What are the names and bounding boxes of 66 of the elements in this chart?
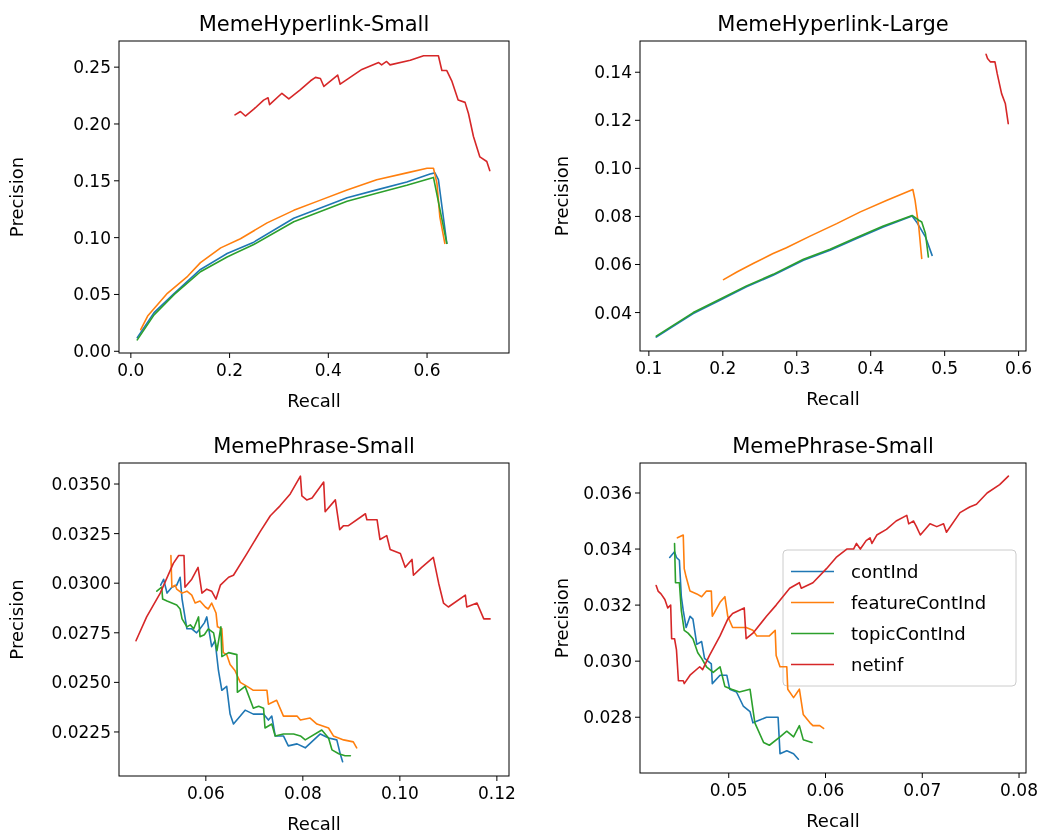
y-tick-label: 0.25 (73, 57, 111, 78)
line-series (676, 534, 825, 730)
x-tick-label: 0.5 (931, 358, 959, 379)
x-axis-title: Recall (806, 810, 860, 831)
chart-title: MemePhrase-Small (732, 434, 934, 458)
x-tick-label: 0.2 (709, 358, 737, 379)
x-tick-label: 0.06 (186, 783, 225, 804)
y-tick-label: 0.0350 (51, 473, 111, 494)
y-tick-label: 0.05 (73, 284, 111, 305)
x-tick-label: 0.0 (117, 360, 145, 381)
x-tick-label: 0.6 (413, 360, 441, 381)
y-axis-title: Precision (551, 155, 572, 237)
y-tick-label: 0.036 (583, 482, 632, 503)
line-series (673, 542, 813, 747)
x-tick-label: 0.1 (635, 358, 663, 379)
x-tick-label: 0.07 (903, 780, 942, 801)
line-series (985, 53, 1010, 125)
x-tick-label: 0.08 (1000, 780, 1038, 801)
legend-label: contInd (851, 560, 919, 582)
x-tick-label: 0.10 (380, 783, 419, 804)
y-tick-label: 0.0275 (51, 622, 111, 643)
x-tick-label: 0.05 (709, 780, 748, 801)
x-tick-label: 0.08 (283, 783, 322, 804)
y-tick-label: 0.0225 (51, 721, 111, 742)
y-tick-label: 0.030 (583, 651, 632, 672)
x-axis-title: Recall (806, 388, 860, 409)
y-tick-label: 0.10 (73, 227, 111, 248)
x-tick-label: 0.12 (477, 783, 516, 804)
x-tick-label: 0.4 (857, 358, 885, 379)
x-tick-label: 0.6 (1005, 358, 1033, 379)
legend-label: featureContInd (851, 591, 987, 613)
y-tick-label: 0.00 (73, 341, 111, 362)
x-axis-title: Recall (287, 390, 341, 411)
x-axis-title: Recall (287, 813, 341, 834)
x-tick-label: 0.2 (216, 360, 244, 381)
y-tick-label: 0.032 (583, 595, 632, 616)
y-tick-label: 0.034 (583, 539, 632, 559)
y-axis-title: Precision (6, 579, 27, 660)
line-series (234, 54, 491, 172)
y-axis-title: Precision (551, 577, 572, 659)
y-tick-label: 0.15 (73, 170, 111, 191)
x-tick-label: 0.4 (314, 360, 342, 381)
y-tick-label: 0.14 (594, 62, 632, 83)
x-tick-label: 0.3 (783, 358, 811, 379)
y-tick-label: 0.08 (594, 206, 632, 227)
y-tick-label: 0.10 (594, 158, 632, 179)
y-tick-label: 0.12 (594, 110, 632, 131)
y-tick-label: 0.0250 (51, 672, 111, 693)
y-axis-title: Precision (6, 156, 27, 238)
legend-label: netinf (851, 653, 904, 675)
line-series (668, 551, 800, 761)
y-tick-label: 0.06 (594, 254, 632, 275)
chart-title: MemePhrase-Small (213, 434, 415, 458)
y-tick-label: 0.0325 (51, 523, 111, 544)
y-tick-label: 0.0300 (51, 573, 111, 594)
chart-title: MemeHyperlink-Small (198, 12, 430, 36)
y-tick-label: 0.20 (73, 113, 111, 134)
x-tick-label: 0.06 (806, 780, 845, 801)
legend-label: topicContInd (851, 622, 966, 644)
chart-title: MemeHyperlink-Large (717, 12, 949, 36)
line-series (655, 475, 1010, 685)
line-series (170, 554, 358, 749)
y-tick-label: 0.028 (583, 707, 632, 728)
y-tick-label: 0.04 (594, 302, 632, 323)
line-series (135, 475, 491, 642)
line-series (722, 188, 923, 281)
